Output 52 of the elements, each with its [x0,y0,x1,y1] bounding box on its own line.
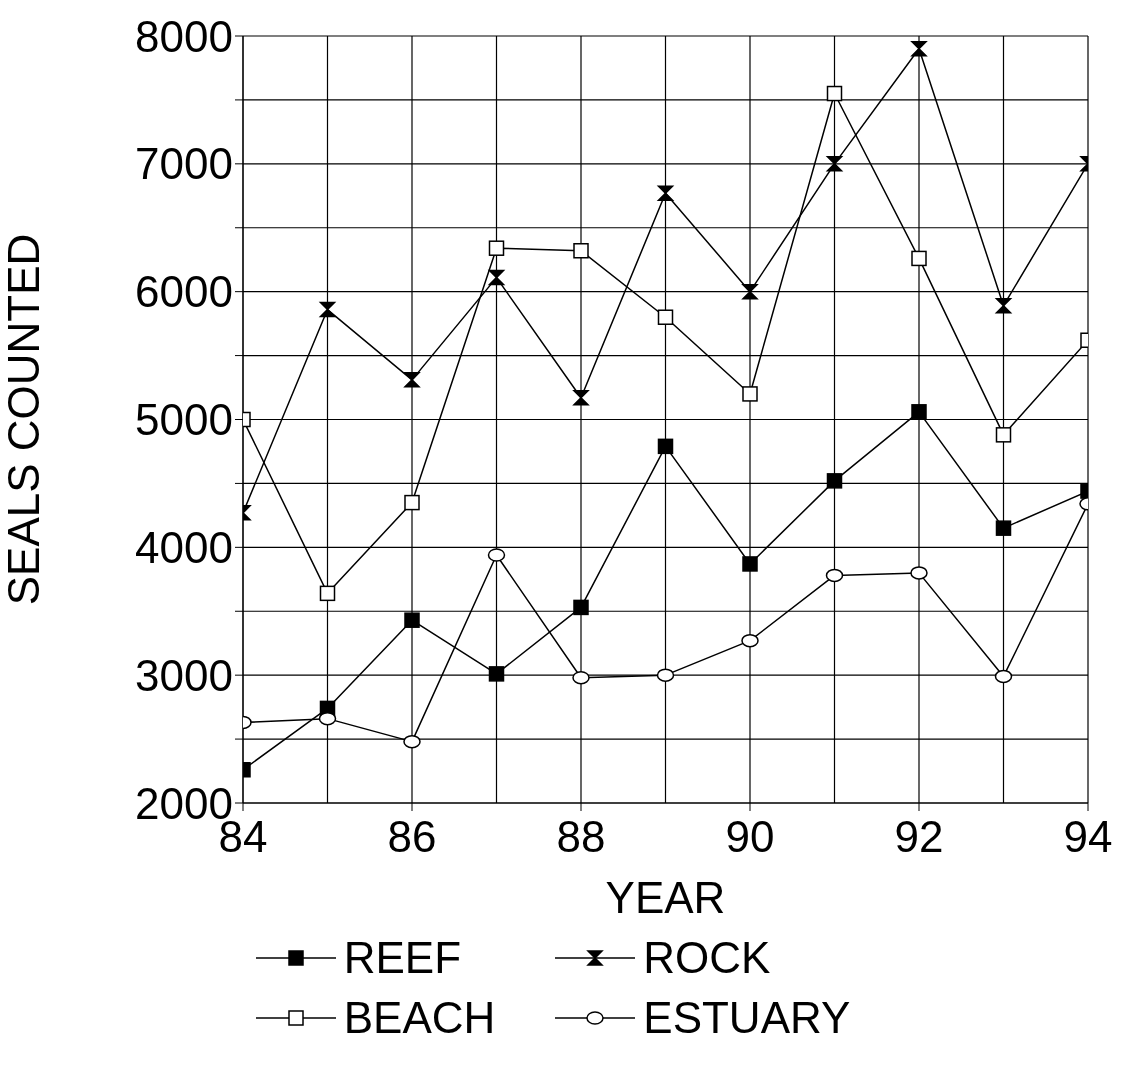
x-tick-label: 92 [894,812,944,862]
point [572,670,590,685]
point [826,473,843,489]
point [404,612,420,628]
point [318,711,337,726]
x-tick-label: 88 [556,812,606,862]
point [404,372,420,388]
legend-label: REEF [343,933,462,983]
point [488,240,505,256]
y-tick-label: 4000 [135,522,233,572]
x-tick-label: 86 [387,812,437,862]
point [319,301,336,318]
x-tick-label: 90 [725,812,775,862]
point [573,599,589,616]
x-axis-title: YEAR [605,873,726,922]
point [826,156,843,172]
point [319,585,336,602]
point [995,520,1012,536]
point [825,568,844,583]
y-axis-title: SEALS COUNTED [0,233,48,606]
y-tick-label: 7000 [135,139,233,189]
point [487,548,506,562]
point [910,566,928,580]
point [573,390,589,406]
point [488,666,505,682]
point [742,556,758,572]
point [995,297,1012,314]
point [657,309,674,325]
y-tick-label: 6000 [135,267,233,317]
point [404,494,420,511]
legend-label: ESTUARY [643,993,851,1043]
x-tick-label: 94 [1063,812,1113,862]
y-tick-label: 5000 [135,395,233,445]
point [742,386,758,402]
point [488,269,505,286]
y-tick-label: 8000 [135,11,233,61]
point [995,427,1012,443]
point [573,243,589,259]
point [741,633,759,648]
point [742,283,758,300]
legend-label: BEACH [343,993,496,1043]
point [657,438,674,455]
point [911,250,927,267]
legend-label: ROCK [643,933,771,983]
point [994,669,1013,684]
point [403,734,421,749]
y-tick-label: 3000 [135,650,233,700]
point [911,41,927,57]
point [911,404,927,420]
point [826,85,843,102]
point [656,668,675,682]
point [657,185,674,201]
